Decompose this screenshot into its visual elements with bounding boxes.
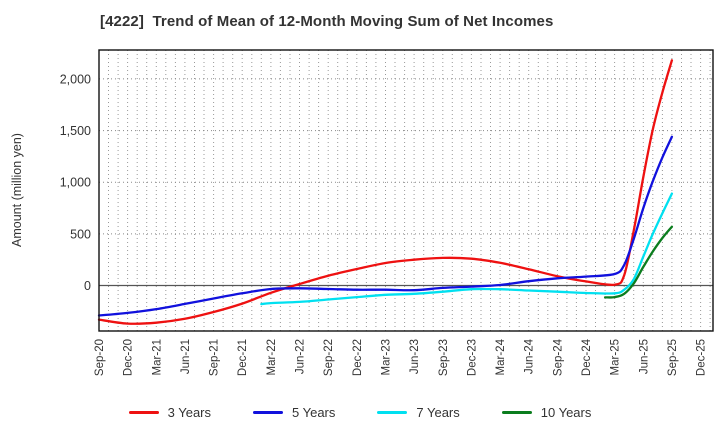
plot-frame	[98, 49, 714, 332]
series-line-3-years	[97, 59, 674, 325]
x-tick-label: Sep-25	[667, 339, 679, 376]
series-line-7-years	[260, 192, 674, 306]
x-tick-label: Mar-21	[151, 339, 163, 375]
x-tick-label: Jun-22	[295, 339, 307, 374]
x-tick-label: Sep-20	[94, 339, 106, 376]
x-tick-label: Mar-24	[495, 338, 507, 375]
x-tick-label: Dec-25	[696, 339, 708, 376]
y-tick-label: 0	[84, 279, 91, 293]
x-tick-label: Dec-21	[237, 339, 249, 376]
x-tick-label: Sep-22	[323, 339, 335, 376]
legend-swatch	[128, 411, 159, 414]
x-tick-label: Mar-25	[610, 339, 622, 375]
x-tick-labels: Sep-20 Dec-20 Mar-21 Jun-21 Sep-21 Dec-21 Mar-…	[94, 338, 708, 376]
chart-legend: 3 Years 5 Years 7 Years 10 Years	[0, 405, 720, 420]
legend-swatch	[377, 411, 408, 414]
y-tick-label: 1,000	[60, 176, 91, 190]
x-tick-label: Dec-20	[123, 339, 135, 376]
y-tick-label: 1,500	[60, 124, 91, 138]
series-lines	[97, 59, 674, 325]
series-line-10-years	[603, 225, 674, 299]
x-tick-label: Jun-23	[409, 339, 421, 374]
chart-title: [4222] Trend of Mean of 12-Month Moving …	[100, 13, 554, 30]
legend-label: 7 Years	[416, 405, 460, 420]
x-tick-label: Mar-23	[380, 339, 392, 375]
grid-lines	[99, 50, 713, 331]
y-tick-label: 500	[70, 227, 91, 241]
x-tick-label: Sep-21	[209, 339, 221, 376]
legend-item-10-years: 10 Years	[501, 405, 592, 420]
legend-label: 5 Years	[292, 405, 336, 420]
x-tick-label: Sep-24	[552, 338, 564, 376]
legend-swatch	[253, 411, 283, 414]
x-tick-label: Jun-24	[524, 338, 536, 374]
y-tick-label: 2,000	[60, 72, 91, 86]
x-tick-label: Dec-24	[581, 338, 593, 376]
x-tick-label: Jun-21	[180, 339, 192, 374]
x-tick-label: Sep-23	[438, 339, 450, 376]
legend-label: 10 Years	[540, 405, 592, 420]
x-tick-label: Dec-23	[466, 339, 478, 376]
series-line-5-years	[97, 135, 674, 317]
y-tick-labels: 0 500 1,000 1,500 2,000	[60, 72, 91, 293]
legend-label: 3 Years	[167, 405, 211, 420]
legend-swatch	[501, 411, 532, 414]
x-tick-label: Jun-25	[638, 339, 650, 374]
x-tick-label: Mar-22	[266, 339, 278, 375]
x-tick-label: Dec-22	[352, 339, 364, 376]
legend-item-5-years: 5 Years	[253, 405, 335, 420]
legend-item-7-years: 7 Years	[377, 405, 460, 420]
legend-item-3-years: 3 Years	[128, 405, 211, 420]
